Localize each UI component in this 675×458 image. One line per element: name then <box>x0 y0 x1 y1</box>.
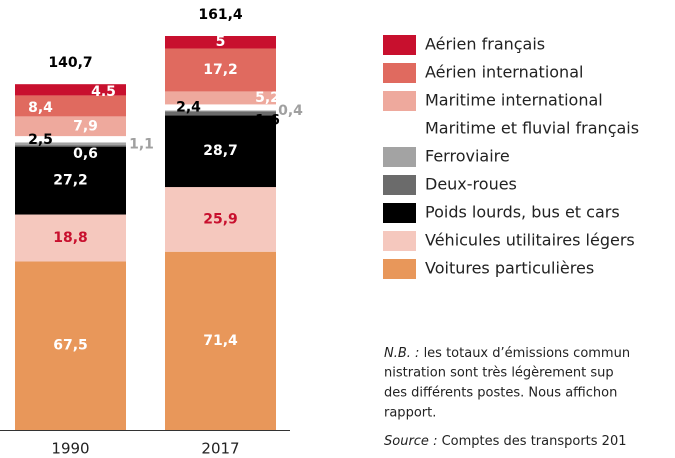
legend-swatch <box>383 35 416 55</box>
data-label: 2,4 <box>176 99 201 115</box>
legend-label: Maritime international <box>425 91 603 110</box>
x-tick-label: 2017 <box>201 440 239 458</box>
x-tick-label: 1990 <box>51 440 89 458</box>
data-label: 18,8 <box>53 230 88 246</box>
legend-swatch <box>383 147 416 167</box>
data-label: 71,4 <box>203 333 238 349</box>
data-label: 4.5 <box>91 84 116 100</box>
bar-segment <box>165 187 276 252</box>
bar-segment <box>165 251 276 430</box>
bar-segment <box>15 116 126 137</box>
data-label: 1,6 <box>255 112 280 128</box>
legend-swatch <box>383 91 416 111</box>
bar-segment <box>15 145 126 147</box>
note-line: N.B. : les totaux d’émissions commun <box>384 346 630 361</box>
note-line: nistration sont très légèrement sup <box>384 366 614 381</box>
legend-label: Poids lourds, bus et cars <box>425 203 620 222</box>
data-label: 1,1 <box>129 137 154 153</box>
legend-swatch <box>383 63 416 83</box>
legend-swatch <box>383 259 416 279</box>
bar-segment <box>15 214 126 262</box>
bar-segment <box>165 91 276 105</box>
data-label: 28,7 <box>203 143 238 159</box>
legend-label: Ferroviaire <box>425 147 510 166</box>
data-label: 0,6 <box>73 146 98 162</box>
legend-label: Voitures particulières <box>425 259 594 278</box>
legend-swatch <box>383 175 416 195</box>
bar-segment <box>165 36 276 49</box>
legend-label: Deux-roues <box>425 175 517 194</box>
note-line: des différents postes. Nous affichon <box>384 386 617 401</box>
data-label: 27,2 <box>53 173 88 189</box>
legend-label: Véhicules utilitaires légers <box>425 231 635 250</box>
data-label: 25,9 <box>203 211 238 227</box>
data-label: 0,4 <box>278 103 303 119</box>
legend-swatch <box>383 231 416 251</box>
bar-segment <box>165 115 276 188</box>
data-label: 17,2 <box>203 62 238 78</box>
data-label: 7,9 <box>73 118 98 134</box>
bar-segment <box>15 95 126 117</box>
source-line: Source : Comptes des transports 201 <box>384 434 626 449</box>
bar-segment <box>15 142 126 146</box>
bar-segment <box>165 104 276 111</box>
legend-label: Maritime et fluvial français <box>425 119 639 138</box>
bar-segment <box>165 111 276 116</box>
legend-label: Aérien international <box>425 63 583 82</box>
bar-segment <box>15 261 126 430</box>
data-label: 67,5 <box>53 338 88 354</box>
legend-swatch <box>383 119 416 139</box>
note-line: rapport. <box>384 406 436 421</box>
total-label: 140,7 <box>48 55 92 71</box>
data-label: 8,4 <box>28 100 53 116</box>
total-label: 161,4 <box>198 7 243 23</box>
legend-label: Aérien français <box>425 35 545 54</box>
data-label: 5,2 <box>255 90 280 106</box>
legend-swatch <box>383 203 416 223</box>
bar-segment <box>15 136 126 143</box>
bar-segment <box>15 146 126 215</box>
bar-segment <box>165 48 276 92</box>
bar-segment <box>165 110 276 112</box>
data-label: 5 <box>216 34 226 50</box>
bar-segment <box>15 84 126 96</box>
data-label: 2,5 <box>28 132 53 148</box>
